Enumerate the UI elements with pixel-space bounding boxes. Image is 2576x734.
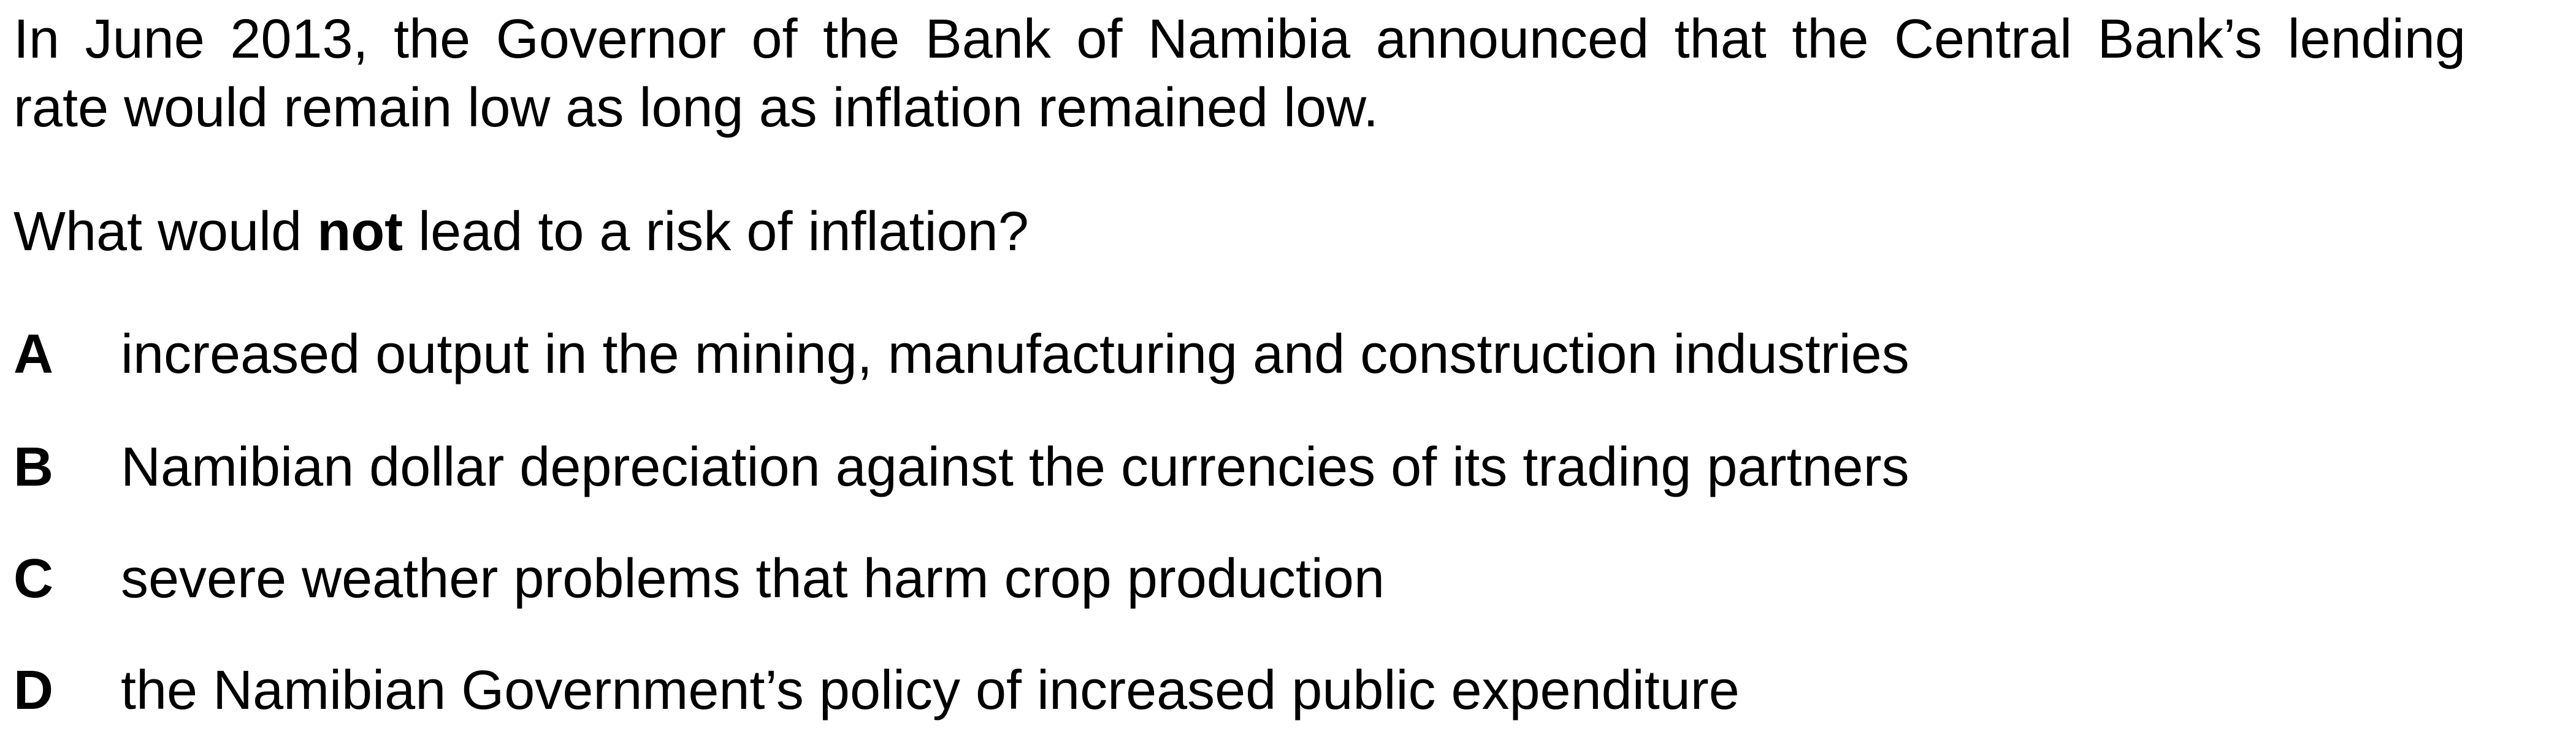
option-letter-c: C [13, 548, 53, 610]
question-text-before: What would [13, 201, 318, 262]
question-emphasis: not [317, 201, 403, 262]
question-stem: In June 2013, the Governor of the Bank o… [13, 5, 2466, 142]
option-text-c: severe weather problems that harm crop p… [121, 548, 1385, 610]
question-text-after: lead to a risk of inflation? [403, 201, 1029, 262]
option-letter-b: B [13, 437, 53, 498]
option-text-a: increased output in the mining, manufact… [121, 324, 1909, 385]
question-prompt: What would not lead to a risk of inflati… [13, 197, 1029, 266]
stem-line-2: rate would remain low as long as inflati… [13, 77, 1379, 139]
option-letter-a: A [13, 324, 53, 385]
option-letter-d: D [13, 660, 53, 721]
option-text-d: the Namibian Government’s policy of incr… [121, 660, 1740, 721]
option-text-b: Namibian dollar depreciation against the… [121, 437, 1909, 498]
stem-line-1: In June 2013, the Governor of the Bank o… [13, 9, 2466, 70]
